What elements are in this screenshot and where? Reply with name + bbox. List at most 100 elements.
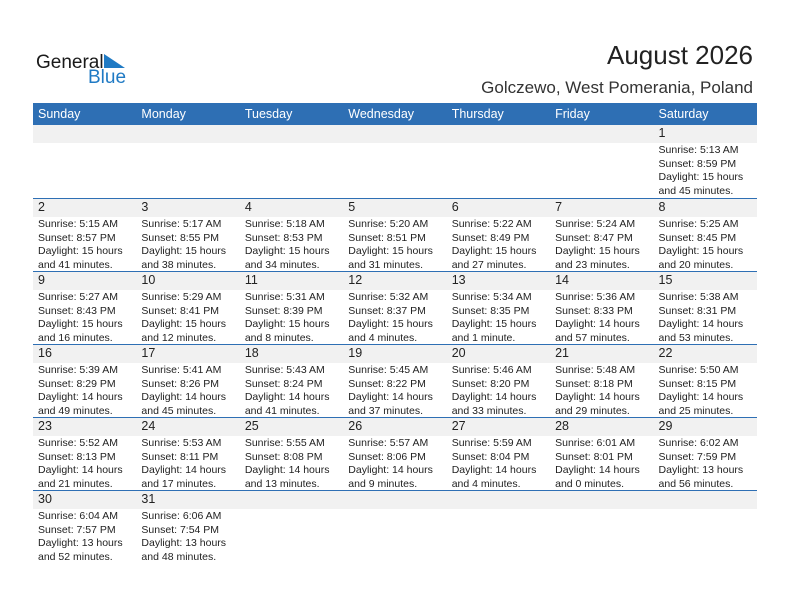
day-cell: 1 Sunrise: 5:13 AM Sunset: 8:59 PM Dayli… [653,125,757,198]
day-number: 15 [653,272,757,290]
sunset-time: Sunset: 8:29 PM [38,377,116,390]
calendar: Sunday Monday Tuesday Wednesday Thursday Frid… [33,103,757,563]
sunrise-time: Sunrise: 5:36 AM [555,291,636,303]
sunset-time: Sunset: 8:53 PM [244,231,323,244]
sunset-time: Sunset: 8:20 PM [451,377,530,390]
week-row: 9 Sunrise: 5:27 AM Sunset: 8:43 PM Dayli… [33,271,757,344]
sunrise-time: Sunrise: 5:41 AM [141,364,222,376]
daylight-hours: Daylight: 14 hours [141,464,227,476]
day-number: 3 [136,199,240,217]
sunset-time: Sunset: 8:18 PM [555,377,633,390]
daylight-minutes: and 9 minutes. [348,477,418,490]
day-number: 18 [239,345,344,363]
daylight-hours: Daylight: 15 hours [38,318,123,330]
daylight-minutes: and 38 minutes. [141,258,217,271]
sunrise-time: Sunrise: 5:53 AM [141,437,222,449]
day-number-strip [446,491,551,509]
day-number-strip [239,491,344,509]
sunset-time: Sunset: 8:45 PM [658,231,737,244]
day-cell: 5 Sunrise: 5:20 AM Sunset: 8:51 PM Dayli… [343,199,447,271]
daylight-hours: Daylight: 14 hours [348,464,433,476]
daylight-hours: Daylight: 13 hours [658,464,744,476]
empty-day-cell [239,125,344,198]
week-row: 23 Sunrise: 5:52 AM Sunset: 8:13 PM Dayl… [33,417,757,490]
empty-day-cell [550,125,654,198]
week-row: 16 Sunrise: 5:39 AM Sunset: 8:29 PM Dayl… [33,344,757,417]
daylight-hours: Daylight: 13 hours [141,537,227,549]
sunset-time: Sunset: 8:51 PM [348,231,426,244]
daylight-hours: Daylight: 15 hours [141,245,227,257]
sunrise-time: Sunrise: 5:25 AM [658,218,739,230]
day-number: 19 [343,345,447,363]
sunrise-time: Sunrise: 5:15 AM [38,218,118,230]
sunrise-time: Sunrise: 5:32 AM [348,291,429,303]
daylight-minutes: and 20 minutes. [658,258,734,271]
day-number: 24 [136,418,240,436]
sunset-time: Sunset: 8:57 PM [38,231,116,244]
day-number: 26 [343,418,447,436]
empty-day-cell [33,125,137,198]
daylight-hours: Daylight: 14 hours [244,391,330,403]
day-cell: 3 Sunrise: 5:17 AM Sunset: 8:55 PM Dayli… [136,199,240,271]
week-row: 2 Sunrise: 5:15 AM Sunset: 8:57 PM Dayli… [33,198,757,271]
day-number-strip [446,125,551,143]
sunrise-time: Sunrise: 5:52 AM [38,437,118,449]
daylight-minutes: and 45 minutes. [658,184,734,197]
daylight-hours: Daylight: 14 hours [451,391,537,403]
sunset-time: Sunset: 8:26 PM [141,377,220,390]
daylight-minutes: and 29 minutes. [555,404,630,417]
day-cell: 10 Sunrise: 5:29 AM Sunset: 8:41 PM Dayl… [136,272,240,344]
sunrise-time: Sunrise: 6:06 AM [141,510,222,522]
day-number: 10 [136,272,240,290]
day-cell: 26 Sunrise: 5:57 AM Sunset: 8:06 PM Dayl… [343,418,447,490]
daylight-minutes: and 56 minutes. [658,477,734,490]
daylight-hours: Daylight: 14 hours [141,391,227,403]
day-number: 7 [550,199,654,217]
sunrise-time: Sunrise: 5:57 AM [348,437,429,449]
day-cell: 14 Sunrise: 5:36 AM Sunset: 8:33 PM Dayl… [550,272,654,344]
empty-day-cell [550,491,654,563]
daylight-hours: Daylight: 14 hours [38,464,123,476]
sunset-time: Sunset: 8:24 PM [244,377,323,390]
empty-day-cell [343,125,447,198]
day-number: 31 [136,491,240,509]
day-number-strip [550,125,654,143]
daylight-hours: Daylight: 14 hours [348,391,433,403]
daylight-minutes: and 53 minutes. [658,331,734,344]
day-cell: 30 Sunrise: 6:04 AM Sunset: 7:57 PM Dayl… [33,491,137,563]
daylight-minutes: and 49 minutes. [38,404,113,417]
day-cell: 12 Sunrise: 5:32 AM Sunset: 8:37 PM Dayl… [343,272,447,344]
sunrise-time: Sunrise: 5:39 AM [38,364,118,376]
day-number: 4 [239,199,344,217]
sunrise-time: Sunrise: 6:01 AM [555,437,636,449]
daylight-minutes: and 25 minutes. [658,404,734,417]
daylight-hours: Daylight: 14 hours [451,464,537,476]
empty-day-cell [653,491,757,563]
sunset-time: Sunset: 8:49 PM [451,231,530,244]
daylight-minutes: and 12 minutes. [141,331,217,344]
sunrise-time: Sunrise: 5:38 AM [658,291,739,303]
sunrise-time: Sunrise: 5:24 AM [555,218,636,230]
daylight-hours: Daylight: 15 hours [348,245,433,257]
daylight-minutes: and 41 minutes. [244,404,320,417]
empty-day-cell [446,491,551,563]
daylight-hours: Daylight: 14 hours [658,391,744,403]
weekday-friday: Friday [555,107,590,121]
sunrise-time: Sunrise: 5:43 AM [244,364,325,376]
day-number: 17 [136,345,240,363]
day-number-strip [33,125,137,143]
daylight-minutes: and 37 minutes. [348,404,423,417]
day-cell: 8 Sunrise: 5:25 AM Sunset: 8:45 PM Dayli… [653,199,757,271]
day-cell: 13 Sunrise: 5:34 AM Sunset: 8:35 PM Dayl… [446,272,551,344]
daylight-hours: Daylight: 15 hours [451,245,537,257]
sunset-time: Sunset: 8:47 PM [555,231,633,244]
daylight-hours: Daylight: 14 hours [555,391,640,403]
daylight-minutes: and 33 minutes. [451,404,527,417]
weekday-tuesday: Tuesday [244,107,293,121]
daylight-minutes: and 45 minutes. [141,404,217,417]
sunrise-time: Sunrise: 5:45 AM [348,364,429,376]
week-row: 30 Sunrise: 6:04 AM Sunset: 7:57 PM Dayl… [33,490,757,563]
sunrise-time: Sunrise: 5:17 AM [141,218,222,230]
daylight-minutes: and 31 minutes. [348,258,423,271]
daylight-hours: Daylight: 13 hours [38,537,123,549]
